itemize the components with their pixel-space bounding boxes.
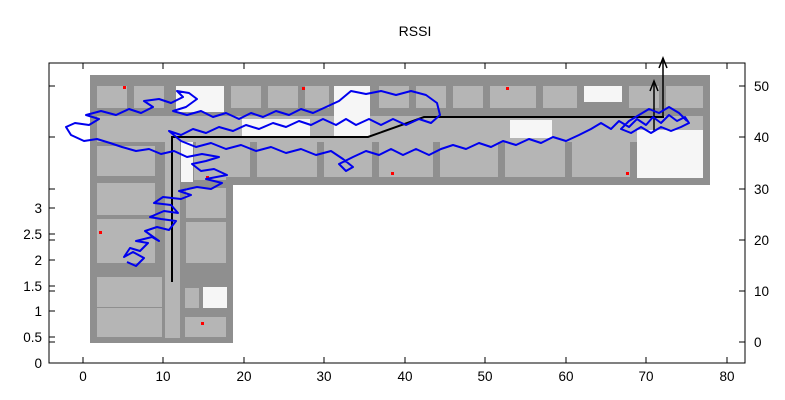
map-room	[185, 288, 199, 308]
map-room	[416, 86, 446, 108]
map-room	[505, 142, 565, 177]
beacon-markers	[99, 86, 629, 325]
x-tick-label: 80	[719, 369, 734, 384]
map-room	[629, 86, 659, 108]
map-white-room	[203, 287, 227, 308]
map-room	[231, 86, 261, 108]
x-tick-label: 70	[638, 369, 653, 384]
map-room	[97, 183, 155, 215]
map-room	[453, 86, 483, 108]
map-room	[186, 222, 226, 263]
beacon-dot	[626, 172, 629, 175]
vertical-arrows	[649, 55, 668, 132]
map-room	[572, 142, 630, 177]
map-room	[186, 188, 226, 218]
trajectory-path	[65, 90, 690, 267]
map-room	[379, 86, 409, 108]
y-right-tick-label: 20	[754, 233, 769, 248]
map-room	[134, 86, 164, 108]
beacon-dot	[506, 87, 509, 90]
beacon-dot	[302, 87, 305, 90]
map-room	[97, 277, 162, 307]
map-white-room	[510, 120, 552, 138]
map-room	[97, 86, 127, 108]
map-room	[379, 142, 433, 177]
beacon-dot	[206, 176, 209, 179]
map-room	[666, 86, 703, 108]
map-room	[543, 86, 577, 108]
map-room	[257, 142, 317, 177]
x-tick-label: 40	[397, 369, 412, 384]
map-room	[97, 308, 162, 337]
beacon-dot	[391, 172, 394, 175]
x-tick-label: 0	[79, 369, 87, 384]
y-left-tick-label: 2.5	[23, 227, 42, 242]
plot-border	[48, 62, 746, 364]
y-left-tick-label: 0.5	[23, 330, 42, 345]
y-left-tick-label: 1.5	[23, 279, 42, 294]
y-right-tick-label: 40	[754, 130, 769, 145]
y-right-tick-label: 30	[754, 182, 769, 197]
y-left-tick-label: 3	[34, 201, 42, 216]
beacon-dot	[123, 86, 126, 89]
arrow-head	[658, 55, 668, 69]
beacon-dot	[201, 322, 204, 325]
y-left-tick-label: 0	[34, 356, 42, 371]
map-room	[268, 86, 298, 108]
ground-truth-path	[171, 116, 664, 282]
y-left-tick-label: 1	[34, 304, 42, 319]
chart-title: RSSI	[399, 23, 432, 39]
y-right-tick-label: 0	[754, 335, 762, 350]
x-tick-label: 50	[477, 369, 492, 384]
y-right-tick-label: 50	[754, 79, 769, 94]
map-room	[490, 86, 536, 108]
y-left-tick-label: 2	[34, 253, 42, 268]
map-white-room	[181, 142, 193, 182]
x-tick-label: 30	[316, 369, 331, 384]
arrow-head	[649, 78, 659, 92]
map-room	[97, 146, 155, 176]
x-tick-label: 20	[236, 369, 251, 384]
floorplan-map	[90, 75, 710, 343]
map-white-room	[637, 130, 703, 178]
map-room	[305, 86, 329, 108]
x-tick-label: 60	[558, 369, 573, 384]
beacon-dot	[99, 231, 102, 234]
x-tick-label: 10	[155, 369, 170, 384]
map-room	[185, 317, 226, 337]
y-right-tick-label: 10	[754, 284, 769, 299]
axes: 0 10 20 30 40 50 60 70 80 3 2.5 2 1.5 1 0.5 0 50 40 30 20 10…	[23, 62, 769, 384]
map-white-room	[584, 86, 622, 102]
